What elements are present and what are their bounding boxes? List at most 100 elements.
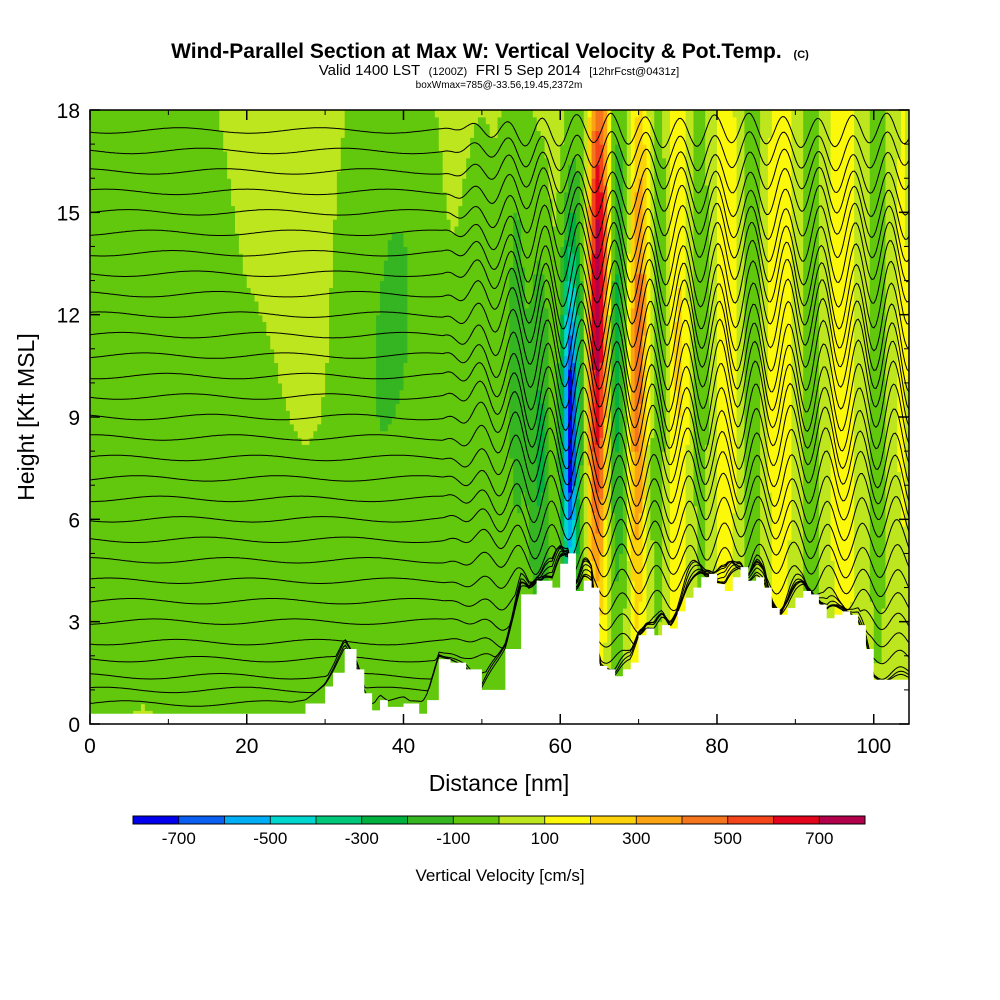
velocity-cell <box>223 382 228 391</box>
velocity-cell <box>207 273 213 282</box>
velocity-cell <box>242 389 248 398</box>
velocity-cell <box>282 655 287 664</box>
velocity-cell <box>180 505 185 514</box>
velocity-cell <box>297 369 303 377</box>
velocity-cell <box>113 178 119 186</box>
velocity-cell <box>109 553 115 561</box>
velocity-cell <box>113 519 119 527</box>
velocity-cell <box>289 294 295 302</box>
velocity-cell <box>125 608 130 616</box>
velocity-cell <box>231 696 236 705</box>
velocity-cell <box>266 567 271 575</box>
velocity-cell <box>148 246 154 254</box>
velocity-cell <box>180 532 185 541</box>
velocity-cell <box>301 382 307 391</box>
velocity-cell <box>258 642 264 650</box>
velocity-cell <box>133 430 138 439</box>
velocity-cell <box>187 655 193 664</box>
velocity-cell <box>93 219 99 227</box>
velocity-cell <box>148 362 154 370</box>
velocity-cell <box>282 683 287 691</box>
velocity-cell <box>223 198 228 207</box>
velocity-cell <box>258 198 264 207</box>
velocity-cell <box>144 642 150 650</box>
velocity-cell <box>270 614 275 623</box>
velocity-cell <box>121 553 126 561</box>
velocity-cell <box>234 110 240 118</box>
velocity-cell <box>97 301 103 309</box>
velocity-cell <box>164 396 169 404</box>
velocity-cell <box>176 389 181 398</box>
velocity-cell <box>148 628 154 636</box>
velocity-cell <box>297 451 303 459</box>
velocity-cell <box>203 321 209 329</box>
velocity-cell <box>160 362 166 370</box>
velocity-cell <box>278 280 283 288</box>
velocity-cell <box>137 389 142 398</box>
velocity-cell <box>262 123 267 132</box>
velocity-cell <box>301 423 307 432</box>
velocity-cell <box>93 341 99 350</box>
velocity-cell <box>289 580 295 589</box>
velocity-cell <box>305 512 311 520</box>
velocity-cell <box>172 560 177 568</box>
velocity-cell <box>117 287 122 295</box>
velocity-cell <box>278 266 283 275</box>
velocity-cell <box>133 683 138 691</box>
velocity-cell <box>184 505 189 514</box>
velocity-cell <box>207 382 213 391</box>
velocity-cell <box>140 301 146 309</box>
velocity-cell <box>293 696 299 705</box>
velocity-cell <box>164 178 169 186</box>
velocity-cell <box>282 608 287 616</box>
velocity-cell <box>219 116 224 125</box>
velocity-cell <box>140 683 146 691</box>
velocity-cell <box>250 614 256 623</box>
velocity-cell <box>258 382 264 391</box>
velocity-cell <box>164 123 169 132</box>
velocity-cell <box>160 403 166 411</box>
velocity-cell <box>227 348 232 357</box>
velocity-cell <box>282 696 287 705</box>
velocity-cell <box>152 587 158 595</box>
velocity-cell <box>254 614 260 623</box>
velocity-cell <box>105 301 111 309</box>
velocity-cell <box>109 260 115 268</box>
velocity-cell <box>140 164 146 172</box>
velocity-cell <box>297 280 303 288</box>
velocity-cell <box>285 628 291 636</box>
velocity-cell <box>282 560 287 568</box>
velocity-cell <box>184 335 189 343</box>
velocity-cell <box>282 546 287 555</box>
velocity-cell <box>117 703 122 711</box>
velocity-cell <box>254 696 260 705</box>
velocity-cell <box>160 417 166 425</box>
velocity-cell <box>211 301 216 309</box>
velocity-cell <box>117 567 122 575</box>
velocity-cell <box>242 321 248 329</box>
velocity-cell <box>203 608 209 616</box>
velocity-cell <box>140 287 146 295</box>
velocity-cell <box>250 492 256 500</box>
velocity-cell <box>305 532 311 541</box>
velocity-cell <box>160 519 166 527</box>
velocity-cell <box>191 512 197 520</box>
velocity-cell <box>254 498 260 507</box>
velocity-cell <box>219 178 224 186</box>
velocity-cell <box>152 246 158 254</box>
velocity-cell <box>144 594 150 602</box>
velocity-cell <box>140 382 146 391</box>
velocity-cell <box>172 451 177 459</box>
velocity-cell <box>219 519 224 527</box>
velocity-cell <box>246 328 252 336</box>
velocity-cell <box>246 417 252 425</box>
velocity-cell <box>203 137 209 145</box>
velocity-cell <box>262 348 267 357</box>
velocity-cell <box>129 642 134 650</box>
velocity-cell <box>121 321 126 329</box>
velocity-cell <box>144 601 150 609</box>
velocity-cell <box>282 587 287 595</box>
velocity-cell <box>97 205 103 213</box>
velocity-cell <box>274 355 279 364</box>
velocity-cell <box>207 621 213 630</box>
